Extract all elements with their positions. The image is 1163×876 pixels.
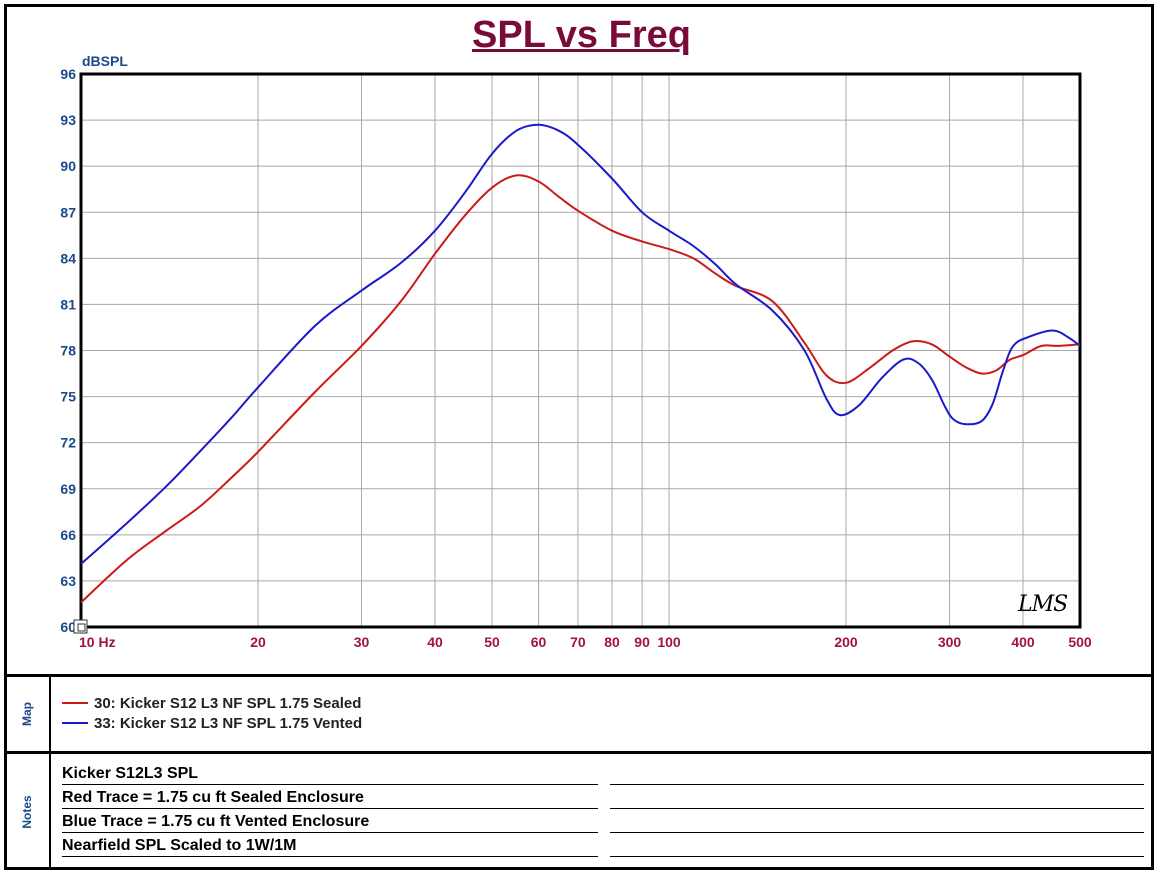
cursor-marker-inner <box>77 623 86 632</box>
note-line-3: Blue Trace = 1.75 cu ft Vented Enclosure <box>62 811 598 833</box>
x-tick-label: 80 <box>604 634 620 650</box>
legend-swatch-vented <box>62 722 88 724</box>
y-tick-label: 90 <box>60 158 76 174</box>
note-line-4: Nearfield SPL Scaled to 1W/1M <box>62 835 598 857</box>
note-blank-1 <box>610 763 1144 785</box>
series-line-vented <box>80 123 1081 565</box>
x-tick-label: 20 <box>250 634 266 650</box>
series-line-sealed <box>80 174 1081 604</box>
y-tick-label: 72 <box>60 435 76 451</box>
legend-label-sealed: 30: Kicker S12 L3 NF SPL 1.75 Sealed <box>94 694 362 712</box>
note-line-2: Red Trace = 1.75 cu ft Sealed Enclosure <box>62 787 598 809</box>
y-tick-label: 78 <box>60 343 76 359</box>
y-tick-label: 75 <box>60 389 76 405</box>
note-blank-3 <box>610 811 1144 833</box>
legend-item-sealed: 30: Kicker S12 L3 NF SPL 1.75 Sealed <box>62 693 361 713</box>
x-tick-label: 200 <box>834 634 858 650</box>
x-tick-label: 10 Hz <box>79 634 116 650</box>
y-tick-label: 66 <box>60 527 76 543</box>
y-tick-label: 96 <box>60 66 76 82</box>
y-tick-label: 87 <box>60 204 76 220</box>
chart-frame <box>4 4 1154 870</box>
x-tick-label: 300 <box>938 634 962 650</box>
chart-title: SPL vs Freq <box>472 14 691 56</box>
y-tick-label: 81 <box>60 296 76 312</box>
x-tick-label: 90 <box>634 634 650 650</box>
y-axis-label: dBSPL <box>82 53 128 69</box>
x-tick-label: 100 <box>657 634 681 650</box>
legend-item-vented: 33: Kicker S12 L3 NF SPL 1.75 Vented <box>62 713 362 733</box>
note-blank-4 <box>610 835 1144 857</box>
x-tick-label: 60 <box>531 634 547 650</box>
chart-plot: 60 63 66 69 72 75 78 81 84 87 90 93 96 dBSPL 10 Hz 20 30… <box>60 53 1092 650</box>
notes-top-divider <box>4 751 1154 754</box>
plot-border <box>79 72 1082 629</box>
x-tick-label: 500 <box>1068 634 1092 650</box>
x-tick-label: 70 <box>570 634 586 650</box>
note-line-1: Kicker S12L3 SPL <box>62 763 598 785</box>
legend-top-divider <box>4 674 1154 677</box>
legend-side-panel: Map <box>4 677 51 751</box>
y-tick-label: 63 <box>60 573 76 589</box>
cursor-marker <box>73 619 88 634</box>
legend-swatch-sealed <box>62 702 88 704</box>
legend-side-label: Map <box>19 702 34 726</box>
legend-label-vented: 33: Kicker S12 L3 NF SPL 1.75 Vented <box>94 714 363 732</box>
notes-side-panel: Notes <box>4 754 51 870</box>
y-tick-label: 60 <box>60 619 76 635</box>
y-tick-label: 84 <box>60 250 76 266</box>
x-tick-label: 400 <box>1011 634 1035 650</box>
y-tick-label: 69 <box>60 481 76 497</box>
x-tick-label: 40 <box>427 634 443 650</box>
notes-side-label: Notes <box>19 795 34 829</box>
x-tick-label: 50 <box>484 634 500 650</box>
y-tick-label: 93 <box>60 112 76 128</box>
note-blank-2 <box>610 787 1144 809</box>
x-tick-label: 30 <box>354 634 370 650</box>
lms-logo: LMS <box>1018 592 1068 617</box>
